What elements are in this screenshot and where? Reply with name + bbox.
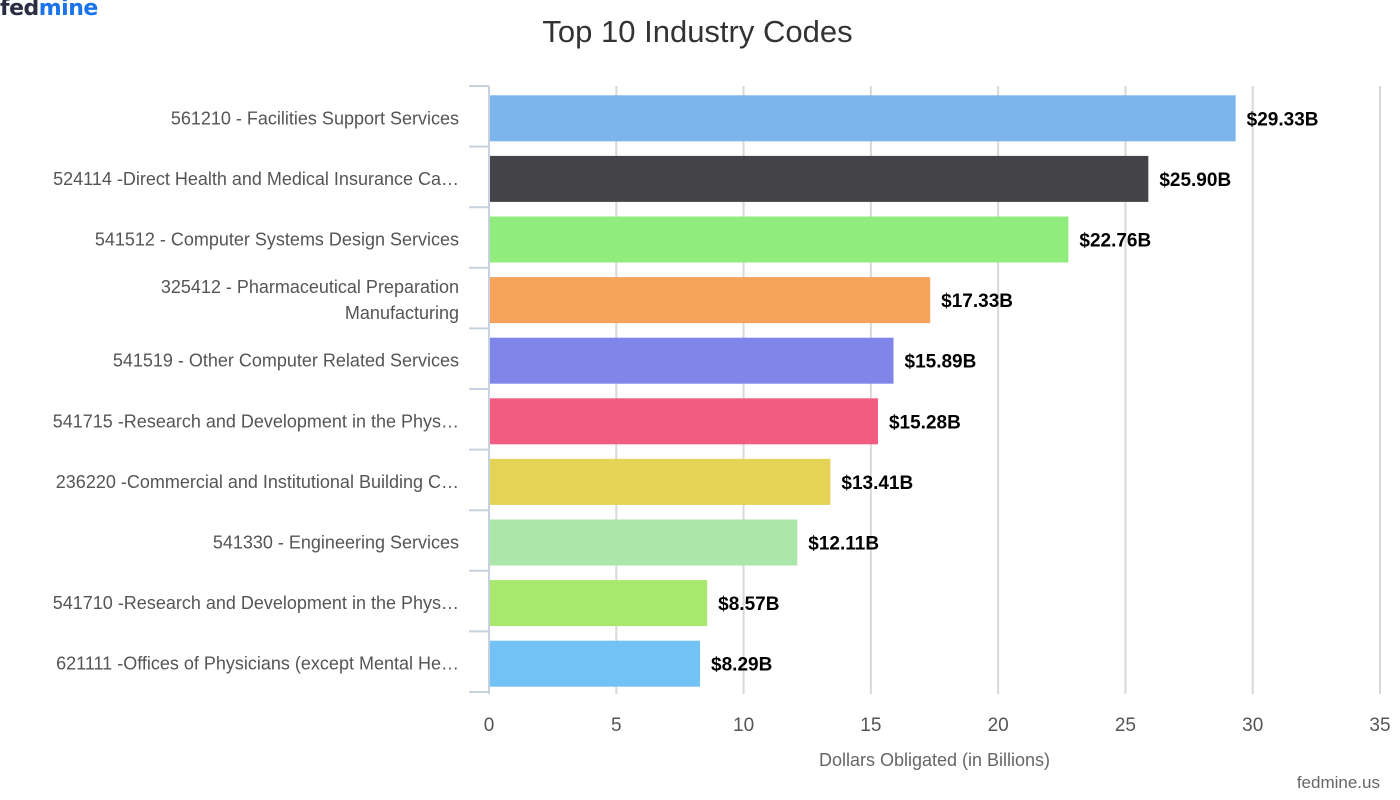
- y-category-label: 541519 - Other Computer Related Services: [113, 351, 459, 371]
- data-label: $17.33B: [941, 291, 1013, 312]
- data-label: $15.89B: [905, 352, 977, 373]
- y-category-label: 524114 -Direct Health and Medical Insura…: [53, 169, 459, 189]
- bar: [490, 337, 894, 384]
- bar: [490, 216, 1069, 263]
- fedmine-logo: fedmine: [0, 0, 98, 21]
- y-category-label: 561210 - Facilities Support Services: [171, 108, 459, 128]
- x-tick-label: 20: [988, 715, 1009, 736]
- bar: [490, 155, 1149, 202]
- data-label: $22.76B: [1079, 231, 1151, 252]
- bar: [490, 640, 701, 687]
- y-category-label: Manufacturing: [345, 303, 459, 323]
- y-category-label: 541715 -Research and Development in the …: [53, 411, 459, 431]
- x-tick-label: 30: [1242, 715, 1263, 736]
- bar: [490, 95, 1236, 142]
- data-label: $29.33B: [1247, 109, 1319, 130]
- data-label: $8.57B: [718, 594, 779, 615]
- x-tick-label: 35: [1369, 715, 1390, 736]
- data-label: $13.41B: [841, 473, 913, 494]
- x-tick-label: 5: [611, 715, 622, 736]
- data-label: $25.90B: [1159, 170, 1231, 191]
- y-category-label: 236220 -Commercial and Institutional Bui…: [56, 472, 459, 492]
- bar: [490, 398, 878, 445]
- x-tick-label: 25: [1115, 715, 1136, 736]
- chart-title: Top 10 Industry Codes: [542, 14, 853, 49]
- y-category-label: 541710 -Research and Development in the …: [53, 593, 459, 613]
- bar: [490, 277, 931, 324]
- logo-part1: fed: [0, 0, 39, 21]
- bar: [490, 580, 708, 627]
- y-category-label: 541330 - Engineering Services: [213, 533, 459, 553]
- data-label: $12.11B: [808, 534, 879, 555]
- bar: [490, 519, 798, 566]
- y-category-label: 541512 - Computer Systems Design Service…: [95, 230, 459, 250]
- logo-part2: mine: [38, 0, 99, 21]
- x-axis-title: Dollars Obligated (in Billions): [819, 750, 1050, 770]
- data-label: $15.28B: [889, 412, 961, 433]
- x-tick-label: 15: [860, 715, 881, 736]
- x-tick-label: 0: [484, 715, 495, 736]
- y-category-label: 325412 - Pharmaceutical Preparation: [161, 277, 459, 297]
- x-tick-label: 10: [733, 715, 754, 736]
- y-category-label: 621111 -Offices of Physicians (except Me…: [56, 654, 459, 674]
- bar: [490, 458, 831, 505]
- data-label: $8.29B: [711, 655, 772, 676]
- credit-link[interactable]: fedmine.us: [1296, 773, 1380, 792]
